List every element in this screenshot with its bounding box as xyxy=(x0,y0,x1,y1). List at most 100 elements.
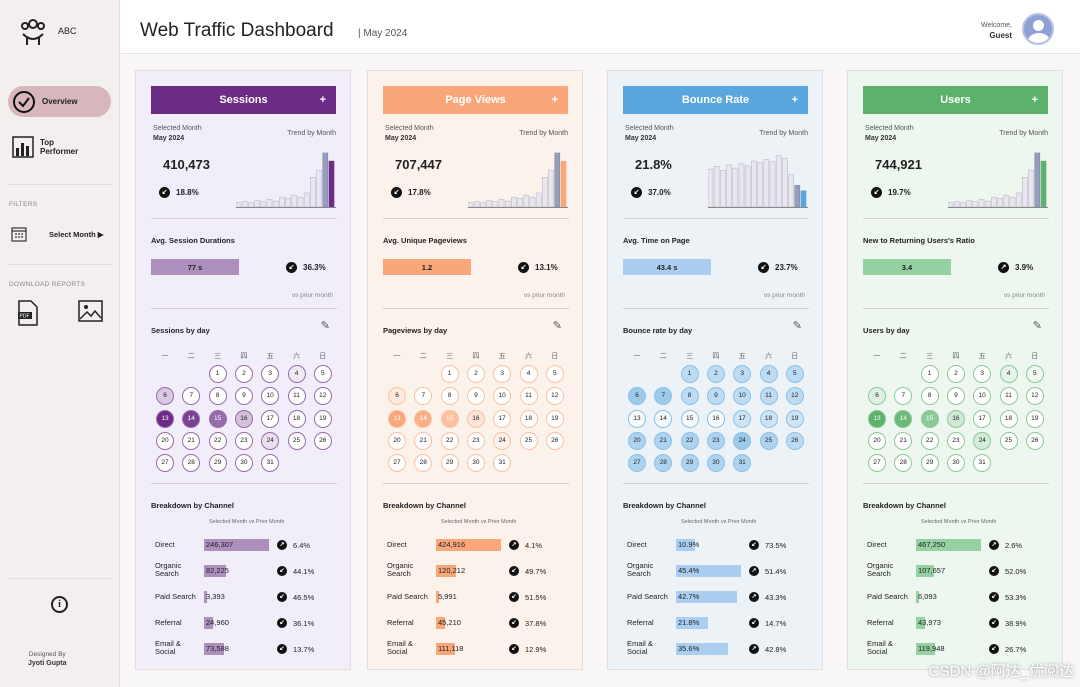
trend-bar[interactable] xyxy=(972,201,979,208)
info-icon[interactable]: i xyxy=(51,596,68,613)
nav-overview[interactable]: Overview xyxy=(8,86,111,117)
trend-bar[interactable] xyxy=(1022,176,1028,208)
calendar-day[interactable]: 26 xyxy=(313,431,332,450)
calendar-day[interactable]: 22 xyxy=(920,431,939,450)
calendar-day[interactable]: 4 xyxy=(287,365,306,383)
trend-bar[interactable] xyxy=(948,202,954,208)
trend-bar[interactable] xyxy=(260,201,267,208)
calendar-day[interactable]: 24 xyxy=(261,431,280,450)
trend-bar[interactable] xyxy=(279,196,285,208)
calendar-day[interactable]: 20 xyxy=(628,431,646,450)
calendar-day[interactable]: 16 xyxy=(234,409,253,428)
trend-bar[interactable] xyxy=(1009,196,1016,208)
calendar-day[interactable]: 27 xyxy=(628,454,646,473)
channel-bar[interactable] xyxy=(676,643,728,655)
calendar-day[interactable]: 9 xyxy=(234,387,253,406)
trend-bar[interactable] xyxy=(769,161,776,208)
trend-bar[interactable] xyxy=(1040,160,1047,208)
calendar-day[interactable]: 7 xyxy=(182,387,201,406)
calendar-day[interactable]: 17 xyxy=(261,409,280,428)
calendar-day[interactable]: 24 xyxy=(733,431,752,450)
trend-bar[interactable] xyxy=(310,176,316,208)
channel-bar[interactable] xyxy=(204,539,269,551)
trend-bar[interactable] xyxy=(794,185,801,208)
calendar-day[interactable]: 7 xyxy=(654,387,673,406)
calendar-day[interactable]: 18 xyxy=(999,409,1018,428)
calendar-day[interactable]: 30 xyxy=(946,454,965,473)
trend-bar[interactable] xyxy=(782,158,788,208)
trend-bar[interactable] xyxy=(800,190,807,208)
calendar-day[interactable]: 7 xyxy=(894,387,913,406)
expand-plus-icon[interactable]: + xyxy=(1031,94,1038,106)
calendar-day[interactable]: 3 xyxy=(261,365,280,383)
calendar-day[interactable]: 28 xyxy=(894,454,913,473)
calendar-day[interactable]: 3 xyxy=(493,365,512,383)
calendar-day[interactable]: 11 xyxy=(759,387,778,406)
trend-bar[interactable] xyxy=(328,160,335,208)
trend-bar[interactable] xyxy=(548,169,554,208)
trend-bar[interactable] xyxy=(960,202,966,208)
trend-bar[interactable] xyxy=(953,201,960,208)
calendar-day[interactable]: 28 xyxy=(654,454,673,473)
calendar-day[interactable]: 28 xyxy=(414,454,433,473)
trend-bar[interactable] xyxy=(517,198,523,208)
trend-bar[interactable] xyxy=(498,199,505,208)
color-picker-icon[interactable]: ✎ xyxy=(1032,320,1042,332)
channel-bar[interactable] xyxy=(916,591,920,603)
calendar-day[interactable]: 15 xyxy=(680,409,699,428)
calendar-day[interactable]: 29 xyxy=(920,454,939,473)
calendar-day[interactable]: 13 xyxy=(628,409,646,428)
calendar-day[interactable]: 22 xyxy=(440,431,459,450)
calendar-day[interactable]: 20 xyxy=(156,431,174,450)
calendar-day[interactable]: 21 xyxy=(894,431,913,450)
calendar-day[interactable]: 2 xyxy=(466,365,485,383)
trend-bar[interactable] xyxy=(480,202,486,208)
channel-bar[interactable] xyxy=(916,539,981,551)
trend-bar[interactable] xyxy=(297,196,304,208)
calendar-day[interactable]: 15 xyxy=(440,409,459,428)
calendar-day[interactable]: 6 xyxy=(156,387,174,406)
calendar-day[interactable]: 2 xyxy=(706,365,725,383)
calendar-day[interactable]: 4 xyxy=(999,365,1018,383)
trend-bar[interactable] xyxy=(486,200,492,208)
trend-bar[interactable] xyxy=(291,194,298,208)
nav-top-performer[interactable]: Top Performer xyxy=(12,136,80,158)
calendar-day[interactable]: 8 xyxy=(440,387,459,406)
expand-plus-icon[interactable]: + xyxy=(319,94,326,106)
calendar-day[interactable]: 6 xyxy=(388,387,406,406)
trend-bar[interactable] xyxy=(468,202,474,208)
calendar-day[interactable]: 8 xyxy=(208,387,227,406)
color-picker-icon[interactable]: ✎ xyxy=(552,320,562,332)
trend-bar[interactable] xyxy=(751,160,757,208)
calendar-day[interactable]: 10 xyxy=(733,387,752,406)
calendar-day[interactable]: 19 xyxy=(1025,409,1044,428)
calendar-day[interactable]: 25 xyxy=(999,431,1018,450)
calendar-day[interactable]: 5 xyxy=(785,365,804,383)
calendar-day[interactable]: 16 xyxy=(946,409,965,428)
calendar-day[interactable]: 13 xyxy=(868,409,886,428)
calendar-day[interactable]: 6 xyxy=(628,387,646,406)
channel-bar[interactable] xyxy=(676,591,738,603)
calendar-day[interactable]: 23 xyxy=(466,431,485,450)
trend-bar[interactable] xyxy=(708,168,714,208)
brand-logo[interactable]: ABC xyxy=(18,16,77,46)
panel-header[interactable]: Users + xyxy=(863,86,1048,114)
channel-bar[interactable] xyxy=(916,565,934,577)
trend-bar[interactable] xyxy=(285,198,291,208)
calendar-day[interactable]: 29 xyxy=(440,454,459,473)
calendar-day[interactable]: 29 xyxy=(208,454,227,473)
trend-bar[interactable] xyxy=(248,202,254,208)
calendar-day[interactable]: 12 xyxy=(785,387,804,406)
calendar-day[interactable]: 23 xyxy=(946,431,965,450)
trend-bar[interactable] xyxy=(272,200,279,208)
calendar-day[interactable]: 21 xyxy=(414,431,433,450)
trend-bar[interactable] xyxy=(757,162,763,208)
calendar-day[interactable]: 20 xyxy=(868,431,886,450)
calendar-day[interactable]: 11 xyxy=(519,387,538,406)
trend-bar[interactable] xyxy=(560,160,567,208)
channel-bar[interactable] xyxy=(676,617,709,629)
calendar-day[interactable]: 22 xyxy=(680,431,699,450)
channel-bar[interactable] xyxy=(676,565,741,577)
channel-bar[interactable] xyxy=(436,643,456,655)
trend-bar[interactable] xyxy=(492,201,499,208)
